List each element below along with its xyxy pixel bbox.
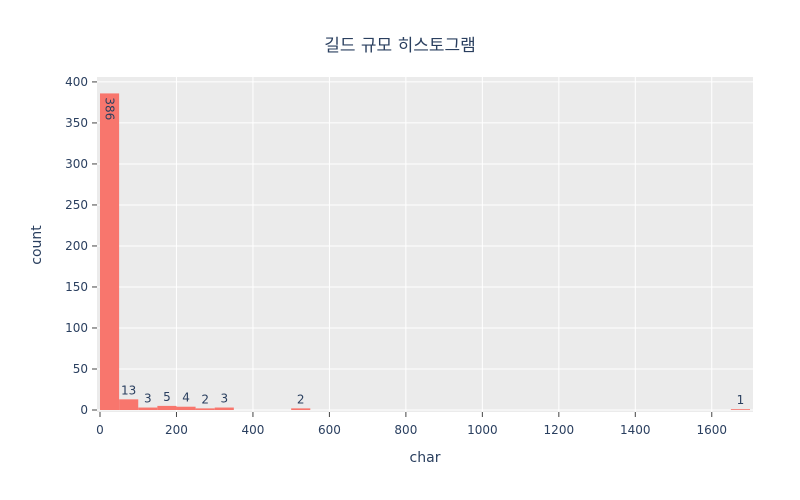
- y-tick-label: 100: [65, 321, 88, 335]
- y-tick-label: 200: [65, 239, 88, 253]
- histogram-bar: [100, 93, 120, 411]
- histogram-bar: [730, 409, 750, 410]
- x-tick-label: 800: [394, 423, 417, 437]
- x-tick-label: 1200: [544, 423, 575, 437]
- x-tick-label: 1400: [620, 423, 651, 437]
- bars: [100, 93, 750, 411]
- bar-value-label: 4: [182, 391, 190, 405]
- histogram-bar: [157, 405, 177, 410]
- x-gridlines: [175, 77, 713, 412]
- y-tick-label: 150: [65, 280, 88, 294]
- x-tick-label: 600: [318, 423, 341, 437]
- histogram-bar: [214, 407, 234, 410]
- histogram-bar: [195, 408, 215, 410]
- x-axis-ticks: 0 200 400 600 800 1000 1200 1400 1600: [96, 412, 727, 437]
- x-tick-label: 1600: [696, 423, 727, 437]
- y-tick-label: 300: [65, 157, 88, 171]
- y-tick-label: 0: [80, 403, 88, 417]
- histogram-bar: [138, 407, 158, 410]
- bar-value-label: 2: [297, 392, 305, 406]
- y-tick-label: 50: [73, 362, 88, 376]
- y-tick-label: 250: [65, 198, 88, 212]
- bar-value-label: 1: [737, 393, 745, 407]
- chart-title: 길드 규모 히스토그램: [324, 36, 476, 56]
- x-tick-label: 0: [96, 423, 104, 437]
- y-axis-ticks: 0 50 100 150 200 250 300 350 400: [65, 75, 97, 417]
- histogram-bar: [176, 406, 196, 410]
- plot-background: [97, 77, 753, 412]
- x-tick-label: 200: [165, 423, 188, 437]
- x-tick-label: 1000: [467, 423, 498, 437]
- bar-value-label: 13: [121, 383, 136, 397]
- y-tick-label: 400: [65, 75, 88, 89]
- bar-value-label: 3: [144, 392, 152, 406]
- y-tick-label: 350: [65, 116, 88, 130]
- histogram-bar: [119, 399, 139, 410]
- bar-value-label: 5: [163, 390, 171, 404]
- x-axis-title: char: [410, 450, 441, 466]
- y-gridlines: [97, 81, 753, 411]
- histogram-bar: [291, 408, 311, 410]
- bar-value-label: 3: [220, 392, 228, 406]
- x-tick-label: 400: [241, 423, 264, 437]
- y-axis-title: count: [29, 225, 45, 265]
- bar-value-label: 2: [201, 392, 209, 406]
- bar-value-label: 386: [103, 97, 117, 120]
